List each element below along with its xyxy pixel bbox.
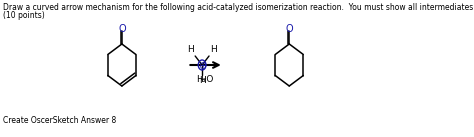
Text: Create OscerSketch Answer 8: Create OscerSketch Answer 8: [3, 116, 116, 125]
Text: Draw a curved arrow mechanism for the following acid-catalyzed isomerization rea: Draw a curved arrow mechanism for the fo…: [3, 3, 474, 12]
Text: H: H: [199, 76, 205, 85]
Text: H₂O: H₂O: [197, 75, 214, 84]
Text: ⊕: ⊕: [198, 61, 206, 71]
Text: O: O: [285, 25, 293, 35]
Text: O: O: [118, 25, 126, 35]
Text: (10 points): (10 points): [3, 11, 45, 20]
Text: H: H: [210, 45, 218, 54]
Text: H: H: [187, 45, 193, 54]
